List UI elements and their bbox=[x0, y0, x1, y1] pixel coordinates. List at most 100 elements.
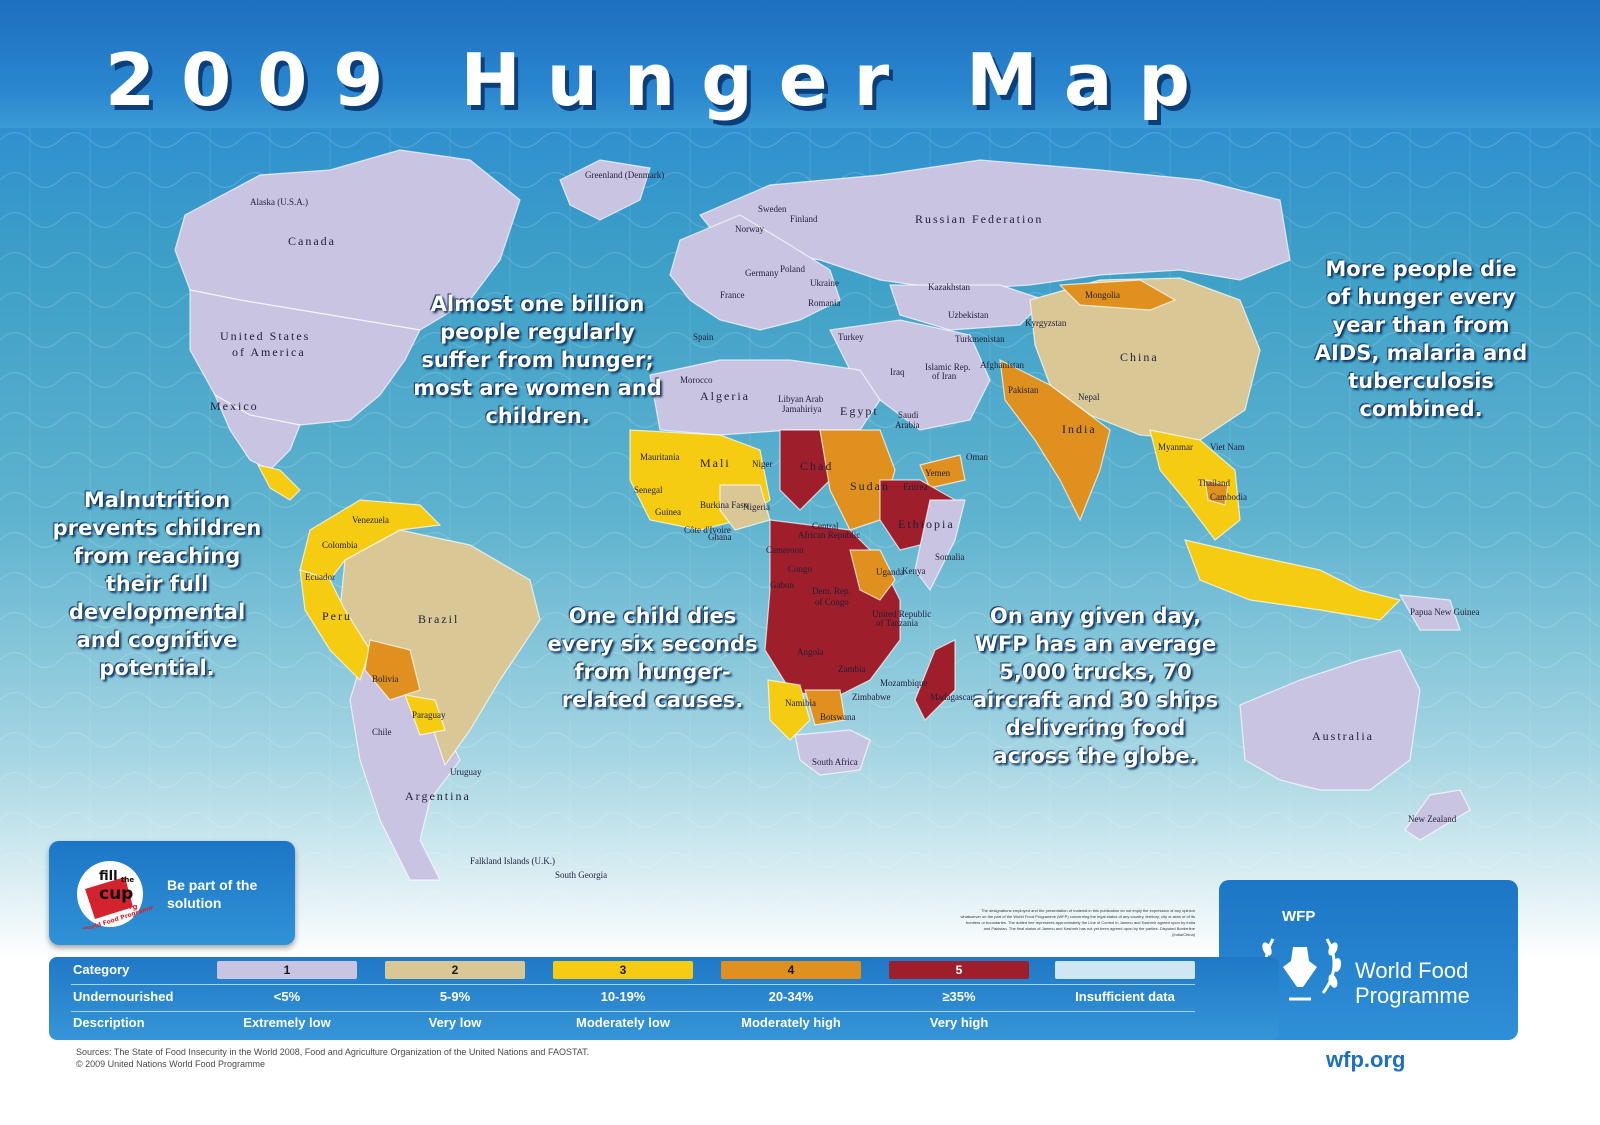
label-russia: Russian Federation bbox=[915, 212, 1043, 226]
legend-description-1: Extremely low bbox=[243, 1015, 331, 1030]
label-myanmar: Myanmar bbox=[1158, 442, 1193, 452]
label-mongolia: Mongolia bbox=[1085, 290, 1120, 300]
label-thailand: Thailand bbox=[1198, 478, 1230, 488]
legend-row-description: Description Extremely low Very low Moder… bbox=[49, 1010, 1199, 1036]
label-south-africa: South Africa bbox=[812, 757, 858, 767]
country-madagascar bbox=[914, 639, 956, 722]
wfp-name: World Food Programme bbox=[1355, 958, 1470, 1008]
label-germany: Germany bbox=[745, 268, 779, 278]
label-gabon: Gabon bbox=[770, 580, 794, 590]
label-nepal: Nepal bbox=[1078, 392, 1100, 402]
fill-the-cup-logo: fill the cup wfp.org World Food Programm… bbox=[77, 861, 153, 929]
label-drc-1: Dem. Rep. bbox=[812, 586, 851, 596]
message-child: One child dies every six seconds from hu… bbox=[547, 604, 758, 712]
country-botswana bbox=[804, 689, 846, 726]
label-somalia: Somalia bbox=[935, 552, 965, 562]
legend-undernourished-4: 20-34% bbox=[768, 989, 814, 1004]
legend-description-3: Moderately low bbox=[576, 1015, 670, 1030]
logo-fill-text: fill bbox=[99, 869, 118, 884]
logo-url-text: wfp.org bbox=[107, 903, 137, 911]
label-spain: Spain bbox=[693, 332, 714, 342]
north-america bbox=[174, 149, 651, 501]
label-morocco: Morocco bbox=[680, 375, 713, 385]
country-new-zealand bbox=[1404, 789, 1471, 841]
label-papua: Papua New Guinea bbox=[1410, 607, 1479, 617]
legend-undernourished-1: <5% bbox=[273, 989, 301, 1004]
wfp-url-link[interactable]: wfp.org bbox=[1326, 1047, 1406, 1072]
label-ukraine: Ukraine bbox=[810, 278, 839, 288]
legend-undernourished-3: 10-19% bbox=[600, 989, 646, 1004]
label-mauritania: Mauritania bbox=[640, 452, 680, 462]
africa bbox=[629, 359, 966, 776]
label-greenland: Greenland (Denmark) bbox=[585, 170, 664, 180]
title-band bbox=[0, 0, 1600, 128]
label-niger: Niger bbox=[752, 459, 773, 469]
label-ghana: Ghana bbox=[708, 532, 732, 542]
legend-swatch-3: 3 bbox=[553, 961, 693, 979]
legend-insufficient-data: Insufficient data bbox=[1075, 989, 1175, 1004]
message-billion: Almost one billion people regularly suff… bbox=[413, 292, 662, 428]
legend-swatch-insufficient bbox=[1055, 961, 1195, 979]
logo-cup-text: cup bbox=[99, 884, 133, 904]
label-namibia: Namibia bbox=[785, 698, 816, 708]
label-iran-2: of Iran bbox=[932, 371, 957, 381]
legend-row-category: Category 1 2 3 4 5 bbox=[49, 957, 1199, 983]
country-namibia bbox=[767, 679, 811, 741]
disclaimer-text: The designations employed and the presen… bbox=[960, 908, 1195, 937]
page-title: 2009 Hunger Map bbox=[105, 38, 1216, 122]
south-america bbox=[299, 499, 541, 881]
sources-line: Sources: The State of Food Insecurity in… bbox=[76, 1047, 590, 1057]
wfp-abbr: WFP bbox=[1282, 908, 1316, 925]
label-cote: Côte d'Ivoire bbox=[684, 525, 731, 535]
legend-description-5: Very high bbox=[929, 1015, 989, 1030]
label-australia: Australia bbox=[1312, 729, 1374, 743]
legend-swatch-4: 4 bbox=[721, 961, 861, 979]
label-egypt: Egypt bbox=[840, 404, 879, 418]
label-car-1: Central bbox=[812, 521, 839, 531]
legend-swatch-1: 1 bbox=[217, 961, 357, 979]
label-afghanistan: Afghanistan bbox=[980, 360, 1024, 370]
label-iraq: Iraq bbox=[890, 367, 905, 377]
label-nigeria: Nigeria bbox=[743, 502, 770, 512]
country-peru bbox=[299, 569, 371, 682]
label-france: France bbox=[720, 290, 745, 300]
label-colombia: Colombia bbox=[322, 540, 358, 550]
country-australia bbox=[1239, 649, 1421, 791]
label-paraguay: Paraguay bbox=[412, 710, 446, 720]
label-drc-2: of Congo bbox=[815, 597, 849, 607]
country-central-america bbox=[256, 464, 301, 501]
message-malnutrition: Malnutrition prevents children from reac… bbox=[52, 488, 262, 680]
label-ethiopia: Ethiopia bbox=[898, 517, 955, 531]
region-europe bbox=[669, 214, 841, 331]
label-kyrgyzstan: Kyrgyzstan bbox=[1025, 318, 1067, 328]
country-somalia bbox=[914, 499, 966, 592]
label-tanzania-2: of Tanzania bbox=[876, 618, 918, 628]
label-burkina: Burkina Faso bbox=[700, 500, 749, 510]
country-mexico bbox=[213, 393, 301, 471]
label-algeria: Algeria bbox=[700, 389, 750, 403]
legend-description-4: Moderately high bbox=[741, 1015, 841, 1030]
country-papua bbox=[1398, 594, 1461, 631]
country-greenland bbox=[559, 159, 651, 221]
label-pakistan: Pakistan bbox=[1008, 385, 1039, 395]
fill-the-cup-panel: fill the cup wfp.org World Food Programm… bbox=[49, 841, 295, 945]
label-chad: Chad bbox=[800, 459, 833, 473]
region-se-asia bbox=[1149, 429, 1241, 541]
legend-undernourished-2: 5-9% bbox=[439, 989, 471, 1004]
legend-table: Category 1 2 3 4 5 Undernourished <5% 5-… bbox=[49, 957, 1279, 1040]
label-libya-2: Jamahiriya bbox=[782, 404, 822, 414]
sources-block: Sources: The State of Food Insecurity in… bbox=[76, 1046, 589, 1070]
label-viet-nam: Viet Nam bbox=[1210, 442, 1245, 452]
label-uzbekistan: Uzbekistan bbox=[948, 310, 989, 320]
label-libya-1: Libyan Arab bbox=[778, 394, 824, 404]
country-yemen bbox=[919, 454, 966, 489]
label-zambia: Zambia bbox=[838, 664, 866, 674]
label-guinea: Guinea bbox=[655, 507, 681, 517]
legend-row-undernourished: Undernourished <5% 5-9% 10-19% 20-34% ≥3… bbox=[49, 984, 1199, 1010]
label-usa-2: of America bbox=[232, 345, 306, 359]
message-aids: More people die of hunger every year tha… bbox=[1314, 257, 1528, 421]
legend-label-description: Description bbox=[73, 1015, 145, 1030]
label-saudi-2: Arabia bbox=[895, 420, 920, 430]
label-oman: Oman bbox=[966, 452, 988, 462]
